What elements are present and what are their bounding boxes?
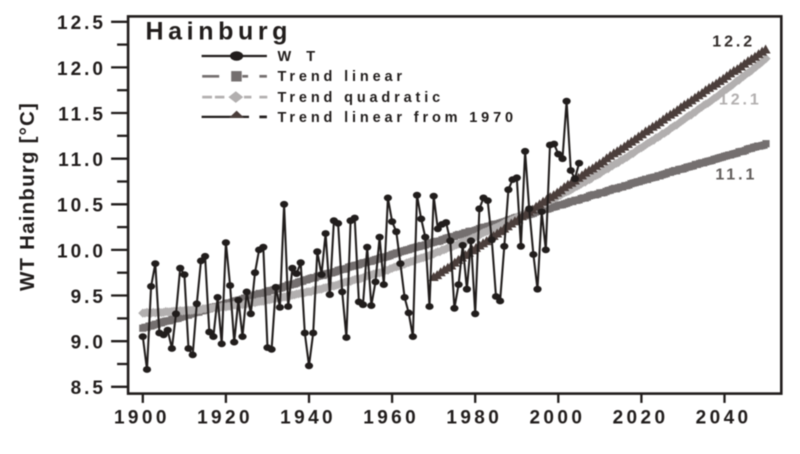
svg-text:10.0: 10.0 — [57, 241, 106, 262]
svg-text:12.5: 12.5 — [57, 13, 106, 34]
svg-text:1980: 1980 — [446, 408, 502, 429]
svg-text:W T: W T — [278, 49, 321, 65]
svg-text:2020: 2020 — [613, 408, 669, 429]
svg-text:11.0: 11.0 — [58, 150, 106, 171]
svg-text:Trend linear from 1970: Trend linear from 1970 — [278, 110, 517, 126]
svg-text:Trend linear: Trend linear — [278, 69, 406, 85]
svg-text:2000: 2000 — [529, 408, 585, 429]
svg-text:1940: 1940 — [280, 408, 336, 429]
svg-text:11.1: 11.1 — [715, 167, 757, 184]
svg-text:9.0: 9.0 — [71, 333, 106, 354]
svg-text:1900: 1900 — [114, 408, 170, 429]
svg-text:1960: 1960 — [363, 408, 419, 429]
svg-text:9.5: 9.5 — [71, 287, 106, 308]
svg-text:1920: 1920 — [197, 408, 253, 429]
svg-text:10.5: 10.5 — [57, 196, 106, 217]
svg-text:Hainburg: Hainburg — [146, 17, 293, 45]
svg-text:12.2: 12.2 — [712, 33, 755, 50]
svg-text:11.5: 11.5 — [58, 104, 106, 125]
svg-text:12.0: 12.0 — [57, 59, 106, 80]
svg-text:2040: 2040 — [696, 408, 752, 429]
svg-text:WT Hainburg [°C]: WT Hainburg [°C] — [16, 102, 39, 291]
svg-text:Trend quadratic: Trend quadratic — [278, 90, 445, 106]
svg-text:12.1: 12.1 — [719, 92, 762, 109]
svg-text:8.5: 8.5 — [71, 378, 106, 399]
